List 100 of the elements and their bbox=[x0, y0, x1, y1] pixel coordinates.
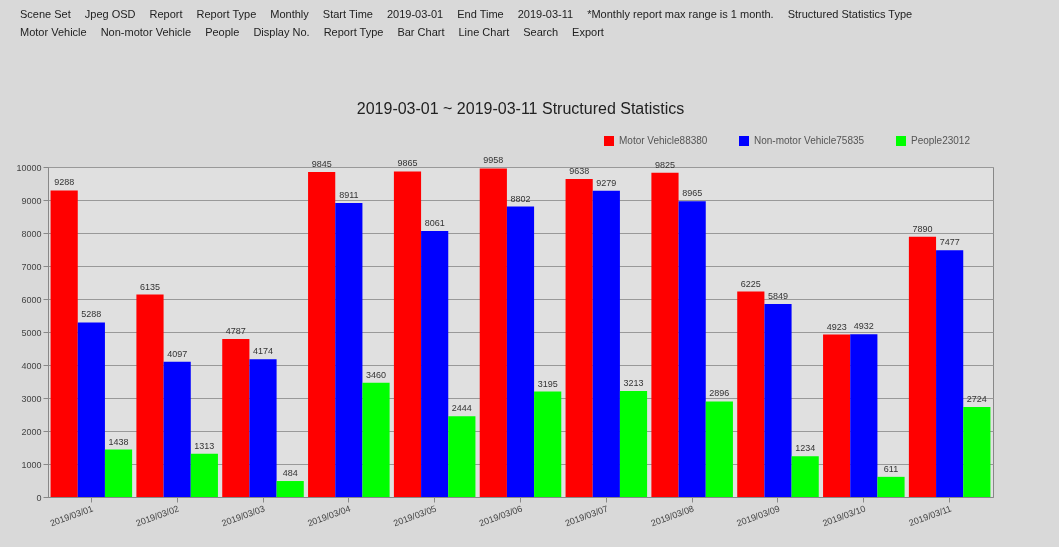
text: 2019-03-11 bbox=[517, 8, 574, 20]
data-label: 4932 bbox=[853, 321, 874, 332]
bar bbox=[823, 334, 851, 497]
y-tick-label: 1000 bbox=[21, 459, 42, 470]
text: Bar Chart bbox=[397, 26, 445, 38]
y-tick-label: 10000 bbox=[16, 162, 42, 173]
bar bbox=[963, 407, 991, 497]
text: *Monthly report max range is 1 month. bbox=[587, 8, 774, 20]
data-label: 1313 bbox=[194, 440, 215, 451]
data-label: 1438 bbox=[108, 436, 129, 447]
bar bbox=[506, 206, 535, 497]
data-label: 9279 bbox=[596, 177, 617, 188]
text: Report Type bbox=[323, 26, 384, 38]
text: Start Time bbox=[322, 8, 373, 20]
bar bbox=[77, 322, 105, 497]
bar bbox=[308, 172, 336, 497]
bar bbox=[249, 359, 277, 497]
legend-label: People23012 bbox=[911, 135, 971, 146]
data-label: 9845 bbox=[311, 159, 332, 170]
data-label: 6225 bbox=[740, 278, 761, 289]
text: Export bbox=[572, 26, 604, 38]
text: Line Chart bbox=[458, 26, 510, 38]
y-tick-label: 7000 bbox=[21, 261, 42, 272]
bar bbox=[136, 294, 164, 497]
data-label: 3460 bbox=[366, 369, 387, 380]
text: 2019-03-01 bbox=[386, 8, 444, 20]
bar bbox=[104, 449, 133, 497]
bar bbox=[190, 453, 218, 497]
data-label: 8061 bbox=[424, 217, 445, 228]
bar bbox=[592, 190, 620, 497]
text: Jpeg OSD bbox=[84, 8, 136, 20]
bar bbox=[850, 334, 878, 497]
data-label: 2724 bbox=[966, 394, 987, 405]
bar bbox=[479, 168, 507, 497]
data-label: 9825 bbox=[654, 159, 675, 170]
text: Scene Set bbox=[20, 8, 71, 20]
bar bbox=[448, 416, 476, 497]
data-label: 3195 bbox=[537, 378, 558, 389]
text: People bbox=[205, 26, 240, 38]
data-label: 3213 bbox=[623, 377, 644, 388]
data-label: 484 bbox=[282, 468, 298, 479]
bar bbox=[362, 382, 390, 497]
data-label: 2444 bbox=[451, 403, 472, 414]
data-label: 4787 bbox=[225, 326, 246, 337]
data-label: 7890 bbox=[912, 223, 933, 234]
bar bbox=[678, 201, 706, 497]
bar bbox=[737, 291, 765, 497]
data-label: 611 bbox=[883, 463, 899, 474]
bar bbox=[705, 401, 733, 497]
y-tick-label: 9000 bbox=[21, 195, 42, 206]
text: Report Type bbox=[196, 8, 257, 20]
text: Non-motor Vehicle bbox=[100, 26, 192, 38]
bar bbox=[393, 171, 422, 497]
bar bbox=[908, 236, 937, 497]
data-label: 6135 bbox=[139, 281, 161, 292]
text: Search bbox=[523, 26, 559, 38]
bar bbox=[534, 391, 562, 497]
legend-label: Non-motor Vehicle75835 bbox=[754, 135, 865, 146]
data-label: 8911 bbox=[339, 189, 359, 200]
y-tick-label: 4000 bbox=[21, 360, 42, 371]
data-label: 9958 bbox=[483, 155, 504, 166]
y-tick-label: 3000 bbox=[21, 393, 42, 404]
data-label: 7477 bbox=[939, 237, 960, 248]
y-tick-label: 6000 bbox=[21, 294, 42, 305]
data-label: 5288 bbox=[81, 309, 102, 320]
data-label: 9638 bbox=[569, 165, 590, 176]
legend-label: Motor Vehicle88380 bbox=[619, 135, 708, 146]
bar bbox=[50, 190, 78, 497]
data-label: 9865 bbox=[397, 158, 418, 169]
bar bbox=[764, 303, 792, 497]
y-tick-label: 0 bbox=[36, 492, 42, 503]
text: End Time bbox=[457, 8, 504, 20]
data-label: 9288 bbox=[54, 177, 75, 188]
text: Report bbox=[149, 8, 183, 20]
bar bbox=[335, 202, 363, 497]
chart-title: 2019-03-01 ~ 2019-03-11 Structured Statistics bbox=[356, 100, 685, 117]
y-tick-label: 8000 bbox=[21, 228, 42, 239]
data-label: 4097 bbox=[167, 348, 188, 359]
bar bbox=[222, 339, 250, 497]
data-label: 4923 bbox=[826, 321, 847, 332]
bar bbox=[421, 230, 449, 497]
text: Display No. bbox=[253, 26, 310, 38]
data-label: 8965 bbox=[682, 188, 703, 199]
data-label: 8802 bbox=[510, 193, 531, 204]
bar bbox=[936, 250, 964, 497]
bar bbox=[877, 476, 905, 497]
bar bbox=[619, 390, 648, 497]
text: Structured Statistics Type bbox=[787, 8, 913, 20]
text: Motor Vehicle bbox=[20, 26, 87, 38]
data-label: 2896 bbox=[709, 388, 730, 399]
data-label: 4174 bbox=[252, 346, 274, 357]
bar bbox=[651, 172, 679, 497]
bar bbox=[163, 361, 191, 497]
bar bbox=[276, 481, 304, 497]
bar bbox=[791, 456, 819, 497]
y-tick-label: 2000 bbox=[21, 426, 42, 437]
text: Monthly bbox=[270, 8, 309, 20]
bar bbox=[565, 178, 593, 497]
data-label: 5849 bbox=[767, 290, 789, 301]
data-label: 1234 bbox=[795, 443, 816, 454]
